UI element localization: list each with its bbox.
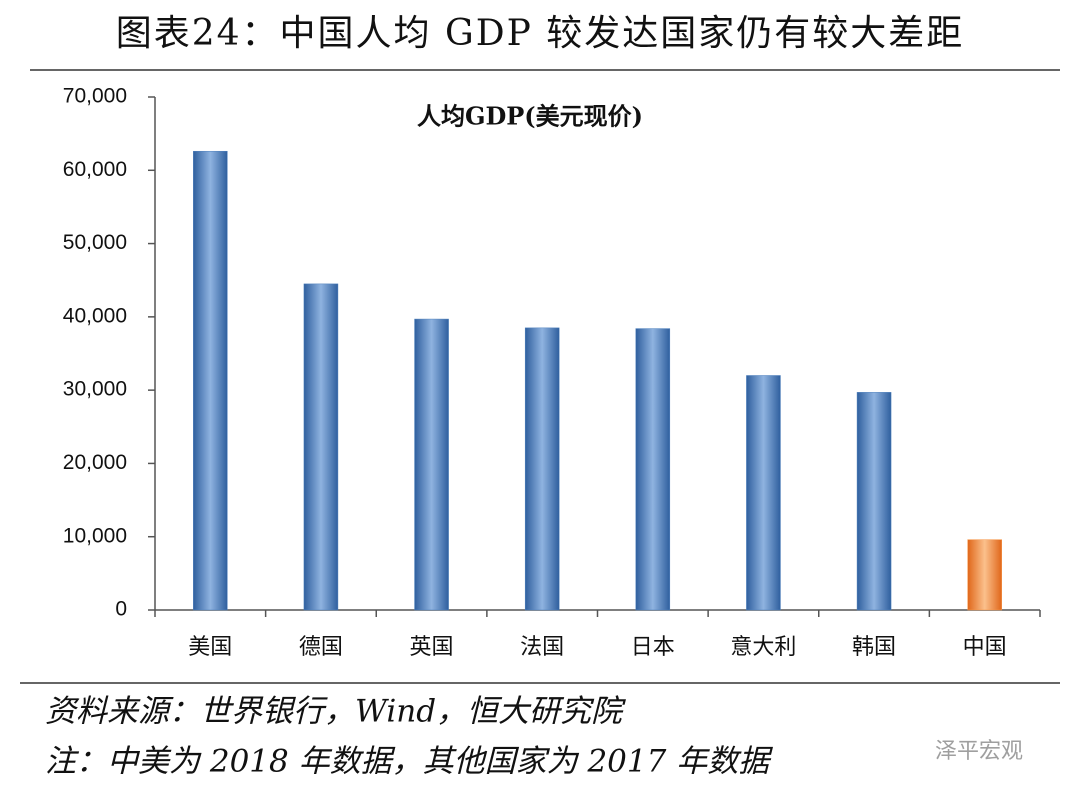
bar [635, 328, 671, 611]
footnote: 注：中美为 2018 年数据，其他国家为 2017 年数据 [45, 744, 773, 780]
bar [856, 392, 892, 611]
chart-title: 人均GDP(美元现价) [417, 102, 643, 131]
y-tick-label: 70,000 [63, 85, 127, 108]
page-title: 图表24：中国人均 GDP 较发达国家仍有较大差距 [116, 13, 965, 54]
bar [414, 318, 449, 611]
y-tick-label: 60,000 [63, 158, 127, 181]
x-tick-label: 意大利 [730, 635, 796, 660]
source-note: 资料来源：世界银行，Wind，恒大研究院 [45, 694, 626, 730]
bar [967, 539, 1002, 611]
bar [193, 150, 228, 611]
bar [524, 327, 560, 611]
y-tick-label: 0 [115, 598, 127, 621]
x-tick-label: 德国 [299, 635, 343, 660]
watermark: 泽平宏观 [935, 739, 1023, 764]
bar [303, 283, 339, 611]
x-tick-label: 日本 [631, 635, 675, 660]
y-tick-label: 40,000 [63, 304, 127, 327]
x-tick-label: 英国 [410, 635, 454, 660]
bar [746, 375, 781, 611]
x-tick-label: 美国 [188, 635, 232, 660]
x-tick-label: 中国 [963, 635, 1007, 660]
y-tick-label: 50,000 [63, 231, 127, 254]
y-tick-label: 30,000 [63, 378, 127, 401]
x-tick-label: 韩国 [852, 635, 896, 660]
x-tick-label: 法国 [520, 635, 564, 660]
y-tick-label: 10,000 [63, 524, 127, 547]
y-tick-label: 20,000 [63, 451, 127, 474]
